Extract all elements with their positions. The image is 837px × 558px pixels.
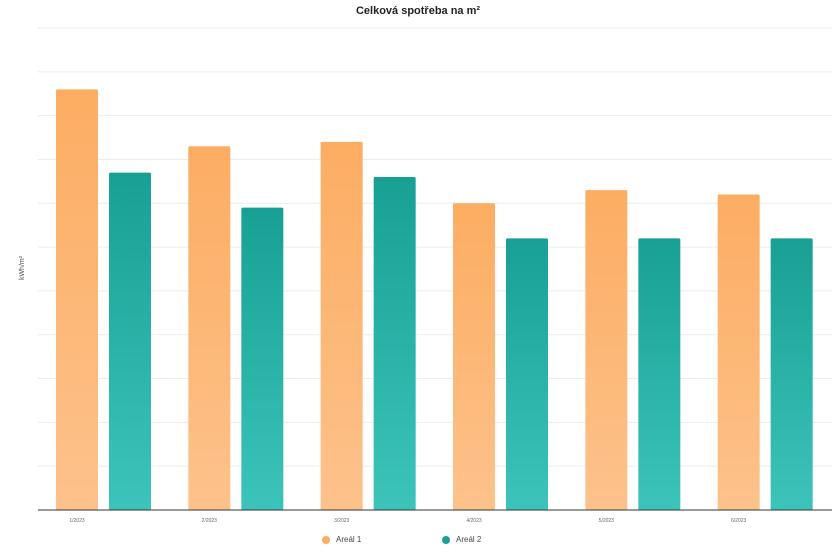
x-tick-labels: 1/2023 2/2023 3/2023 4/2023 5/2023 6/2023 <box>69 518 746 524</box>
x-tick-label: 6/2023 <box>731 518 747 524</box>
legend-label-series-1: Areál 1 <box>336 535 362 544</box>
x-tick-label: 3/2023 <box>334 518 350 524</box>
bar-4-2023-series-1[interactable] <box>453 203 495 511</box>
chart-title: Celková spotřeba na m² <box>356 5 480 17</box>
legend-label-series-2: Areál 2 <box>456 535 482 544</box>
legend-marker-series-1 <box>322 535 330 544</box>
legend-item-series-1[interactable]: Areál 1 <box>322 535 361 544</box>
legend: Areál 1 Areál 2 <box>0 535 837 549</box>
x-tick-label: 4/2023 <box>466 518 482 524</box>
bar-5-2023-series-2[interactable] <box>638 238 681 510</box>
x-tick-label: 5/2023 <box>599 518 615 524</box>
y-axis-label: kWh/m² <box>19 255 26 280</box>
x-tick-label: 1/2023 <box>69 518 85 524</box>
gridlines <box>38 27 832 467</box>
bar-3-2023-series-1[interactable] <box>320 141 363 510</box>
legend-item-series-2[interactable]: Areál 2 <box>442 535 481 544</box>
bar-5-2023-series-1[interactable] <box>585 190 628 511</box>
bar-4-2023-series-2[interactable] <box>506 238 548 510</box>
bar-chart: Celková spotřeba na m² kWh/m² 1/2023 2/20… <box>19 5 832 524</box>
bar-1-2023-series-1[interactable] <box>56 89 98 510</box>
bars <box>56 89 813 511</box>
bar-2-2023-series-1[interactable] <box>188 146 231 511</box>
bar-2-2023-series-2[interactable] <box>241 207 284 510</box>
bar-6-2023-series-2[interactable] <box>770 238 813 510</box>
x-tick-label: 2/2023 <box>202 518 218 524</box>
bar-6-2023-series-1[interactable] <box>717 194 760 510</box>
bar-1-2023-series-2[interactable] <box>109 172 151 510</box>
bar-3-2023-series-2[interactable] <box>373 176 416 510</box>
legend-marker-series-2 <box>442 535 450 544</box>
